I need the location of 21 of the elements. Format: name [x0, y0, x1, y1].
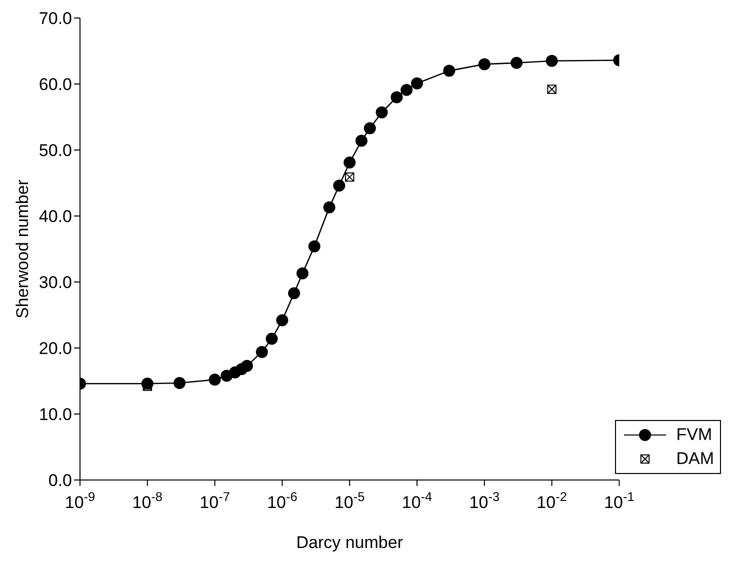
- y-axis-title: Sherwood number: [12, 179, 32, 318]
- y-tick-label: 50.0: [38, 141, 72, 160]
- x-tick-label: 10$^{-8}$: [132, 488, 163, 512]
- x-tick-label: 10$^{-4}$: [402, 488, 432, 512]
- y-tick-label: 30.0: [38, 273, 72, 292]
- x-tick-label: 10$^{-7}$: [200, 488, 230, 512]
- y-tick-label: 0.0: [48, 471, 72, 490]
- y-tick-label: 10.0: [38, 405, 72, 424]
- x-tick-label: 10$^{-9}$: [64, 488, 96, 512]
- x-tick-label: 10$^{-2}$: [536, 488, 567, 512]
- x-tick-label: 10$^{-5}$: [334, 488, 365, 512]
- y-tick-label: 70.0: [38, 9, 72, 28]
- y-tick-label: 40.0: [38, 207, 72, 226]
- y-tick-label: 60.0: [38, 75, 72, 94]
- legend-label: DAM: [676, 449, 714, 469]
- y-tick-label: 20.0: [38, 339, 72, 358]
- x-tick-label: 10$^{-1}$: [604, 488, 634, 512]
- x-tick-label: 10$^{-3}$: [469, 488, 500, 512]
- x-tick-label: 10$^{-6}$: [267, 488, 298, 512]
- x-axis-title: Darcy number: [296, 533, 404, 552]
- legend-label: FVM: [676, 425, 712, 445]
